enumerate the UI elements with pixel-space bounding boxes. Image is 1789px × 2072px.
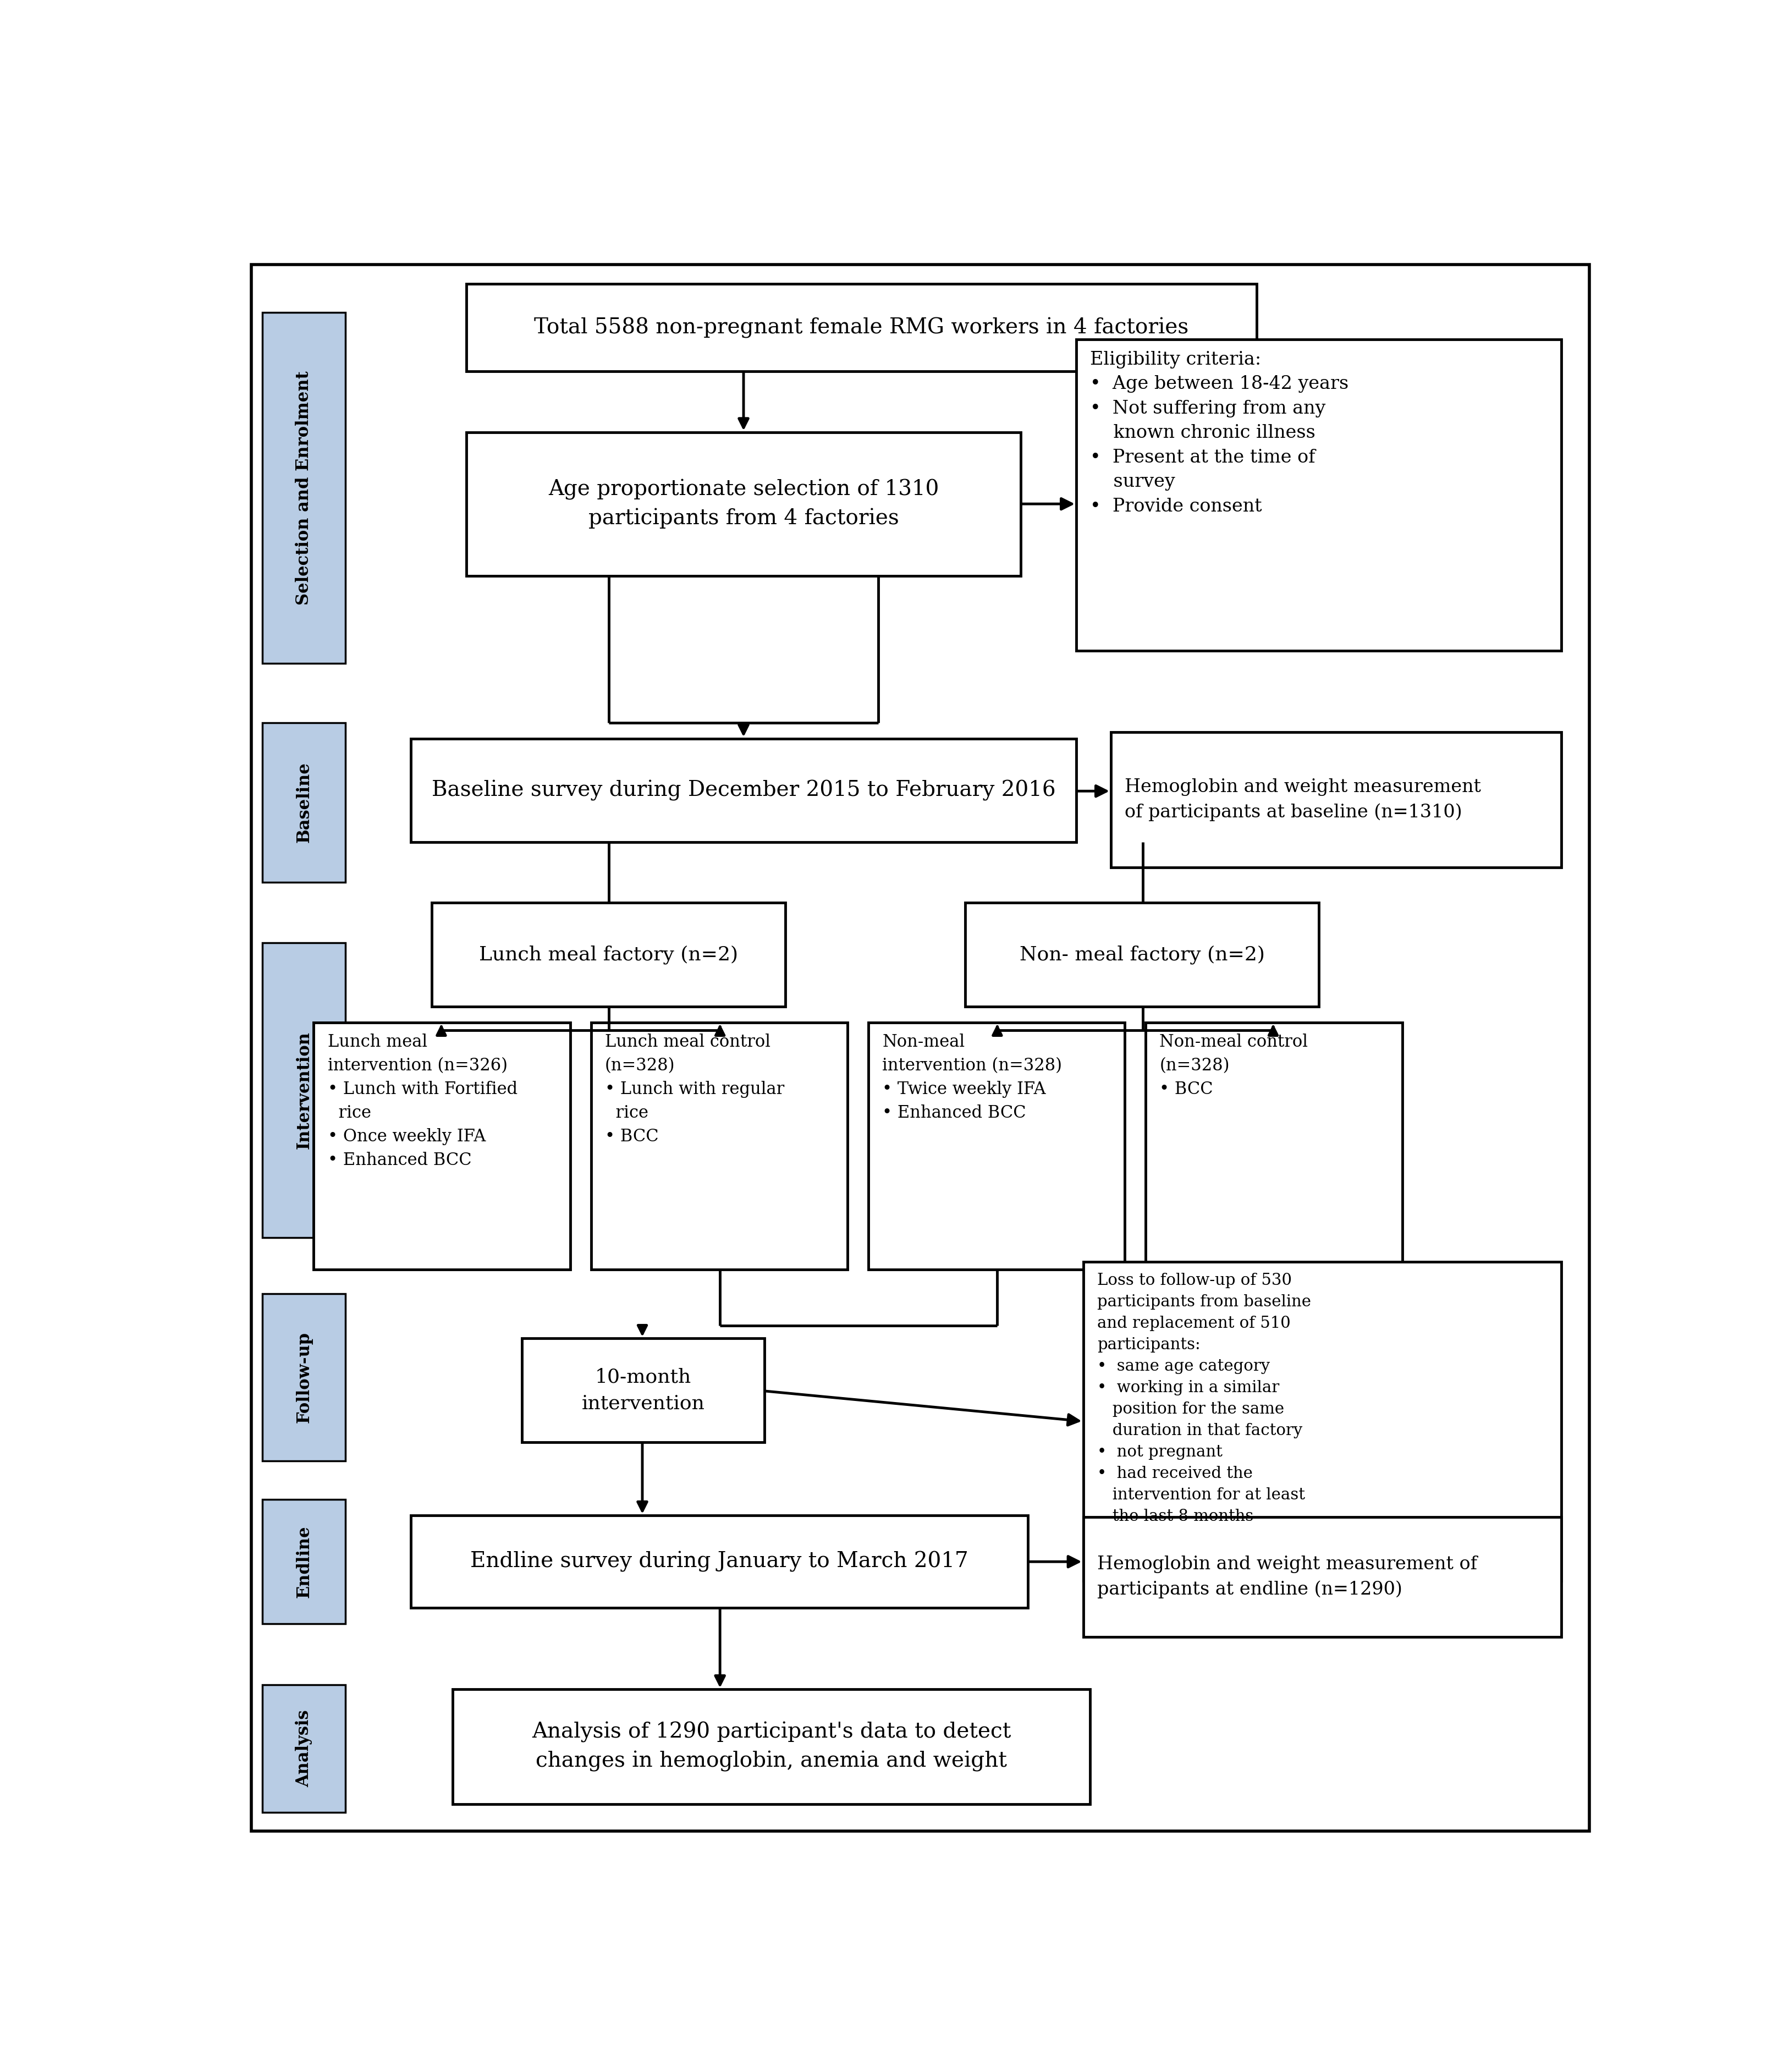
Text: Hemoglobin and weight measurement of
participants at endline (n=1290): Hemoglobin and weight measurement of par…: [1097, 1556, 1478, 1598]
Text: Lunch meal factory (n=2): Lunch meal factory (n=2): [479, 945, 737, 963]
Bar: [1111, 731, 1562, 868]
Bar: [263, 1500, 345, 1624]
Text: Lunch meal control
(n=328)
• Lunch with regular
  rice
• BCC: Lunch meal control (n=328) • Lunch with …: [605, 1034, 784, 1146]
Text: Age proportionate selection of 1310
participants from 4 factories: Age proportionate selection of 1310 part…: [547, 479, 939, 528]
Bar: [1077, 340, 1562, 651]
Bar: [263, 723, 345, 883]
Bar: [313, 1021, 571, 1270]
Text: Hemoglobin and weight measurement
of participants at baseline (n=1310): Hemoglobin and weight measurement of par…: [1125, 779, 1481, 821]
Bar: [411, 1515, 1027, 1608]
Text: Non-meal control
(n=328)
• BCC: Non-meal control (n=328) • BCC: [1159, 1034, 1308, 1098]
Bar: [263, 313, 345, 663]
Bar: [263, 943, 345, 1237]
Text: Total 5588 non-pregnant female RMG workers in 4 factories: Total 5588 non-pregnant female RMG worke…: [535, 317, 1188, 338]
Bar: [522, 1339, 764, 1442]
Text: Intervention: Intervention: [295, 1032, 313, 1150]
Bar: [1084, 1517, 1562, 1637]
Bar: [1145, 1021, 1403, 1270]
Bar: [467, 433, 1022, 576]
Bar: [1084, 1262, 1562, 1581]
Bar: [868, 1021, 1125, 1270]
Text: Selection and Enrolment: Selection and Enrolment: [295, 371, 313, 605]
Text: Non-meal
intervention (n=328)
• Twice weekly IFA
• Enhanced BCC: Non-meal intervention (n=328) • Twice we…: [882, 1034, 1063, 1121]
Bar: [966, 903, 1318, 1007]
Text: Analysis: Analysis: [295, 1709, 313, 1786]
Text: Follow-up: Follow-up: [295, 1332, 313, 1423]
Text: Non- meal factory (n=2): Non- meal factory (n=2): [1020, 945, 1265, 963]
Bar: [263, 1685, 345, 1813]
Bar: [263, 1293, 345, 1461]
Bar: [453, 1689, 1090, 1805]
Bar: [431, 903, 785, 1007]
Text: Eligibility criteria:
•  Age between 18-42 years
•  Not suffering from any
    k: Eligibility criteria: • Age between 18-4…: [1090, 350, 1349, 516]
Text: Baseline: Baseline: [295, 762, 313, 843]
Bar: [467, 284, 1256, 371]
Text: 10-month
intervention: 10-month intervention: [581, 1368, 705, 1413]
Bar: [411, 738, 1077, 841]
Text: Lunch meal
intervention (n=326)
• Lunch with Fortified
  rice
• Once weekly IFA
: Lunch meal intervention (n=326) • Lunch …: [327, 1034, 517, 1169]
Text: Loss to follow-up of 530
participants from baseline
and replacement of 510
parti: Loss to follow-up of 530 participants fr…: [1097, 1272, 1311, 1525]
Text: Baseline survey during December 2015 to February 2016: Baseline survey during December 2015 to …: [431, 779, 1056, 800]
Text: Analysis of 1290 participant's data to detect
changes in hemoglobin, anemia and : Analysis of 1290 participant's data to d…: [531, 1722, 1011, 1772]
Bar: [590, 1021, 848, 1270]
Text: Endline survey during January to March 2017: Endline survey during January to March 2…: [471, 1552, 968, 1573]
Text: Endline: Endline: [295, 1525, 313, 1598]
